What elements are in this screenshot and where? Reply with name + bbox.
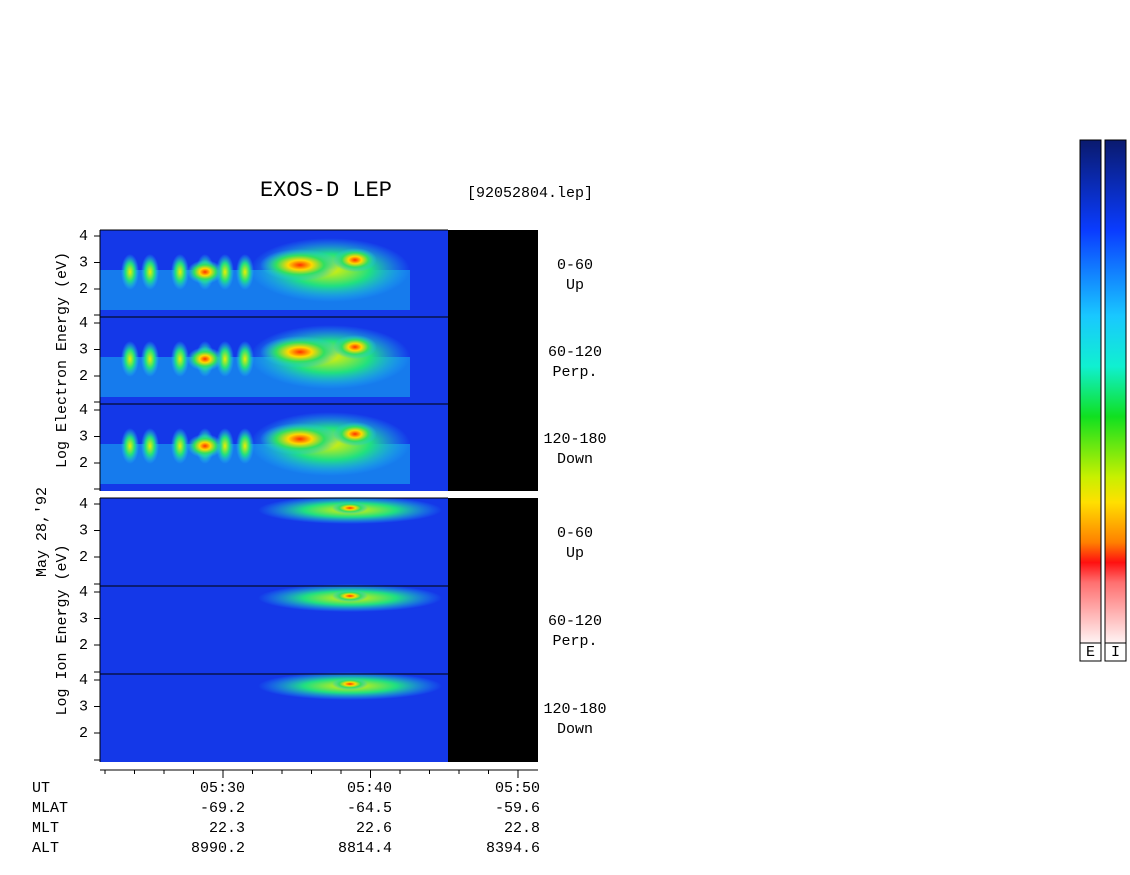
row-label: MLAT [32,800,68,817]
no-data-region [448,586,538,674]
no-data-region [448,674,538,762]
row-label: ALT [32,840,59,857]
pitch-direction: Up [566,545,584,562]
burst [141,428,159,464]
row-value: 05:30 [200,780,245,797]
y-tick-label: 3 [79,698,88,715]
no-data-region [448,230,538,317]
pitch-direction: Perp. [552,633,597,650]
main-event [260,423,340,455]
burst [141,341,159,377]
no-data-region [448,317,538,404]
row-value: 8814.4 [338,840,392,857]
burst [121,254,139,290]
row-value: -64.5 [347,800,392,817]
burst [187,434,223,458]
y-tick-label: 4 [79,496,88,513]
color-scale [1079,139,1102,644]
burst [187,260,223,284]
file-name: [92052804.lep] [467,185,593,202]
burst [236,428,254,464]
row-value: -69.2 [200,800,245,817]
y-tick-label: 3 [79,610,88,627]
pitch-range: 0-60 [557,257,593,274]
y-tick-label: 3 [79,522,88,539]
label-box [1104,642,1127,662]
main-event [333,335,377,359]
y-tick-label: 2 [79,455,88,472]
pitch-direction: Perp. [552,364,597,381]
main-event [333,248,377,272]
y-tick-label: 4 [79,672,88,689]
colorbar-label: I [1111,644,1120,661]
burst [216,428,234,464]
burst [121,341,139,377]
y-tick-label: 4 [79,228,88,245]
y-tick-label: 4 [79,402,88,419]
y-tick-label: 4 [79,584,88,601]
ion-axis-label: Log Ion Energy (eV) [54,544,71,715]
main-event [260,336,340,368]
y-tick-label: 3 [79,254,88,271]
main-event [260,249,340,281]
ion-band [332,678,368,690]
burst [171,254,189,290]
row-value: 8990.2 [191,840,245,857]
colorbar-label: E [1086,644,1095,661]
burst [171,341,189,377]
ion-band [332,590,368,602]
row-value: -59.6 [495,800,540,817]
y-tick-label: 3 [79,341,88,358]
y-tick-label: 2 [79,549,88,566]
main-event [333,422,377,446]
pitch-direction: Down [557,451,593,468]
pitch-direction: Up [566,277,584,294]
row-value: 22.3 [209,820,245,837]
burst [121,428,139,464]
plots: 4 3 2 0-60 Up 4 3 2 60-120 Perp. 4 3 2 120-180 Down 4 3 2… [79,228,607,762]
row-value: 05:40 [347,780,392,797]
burst [216,254,234,290]
burst [141,254,159,290]
title: EXOS-D LEP [260,178,392,203]
row-value: 22.8 [504,820,540,837]
label-box [1079,642,1102,662]
burst [216,341,234,377]
pitch-range: 120-180 [543,431,606,448]
burst [236,254,254,290]
row-value: 22.6 [356,820,392,837]
pitch-range: 60-120 [548,613,602,630]
row-label: UT [32,780,50,797]
burst [236,341,254,377]
electron-axis-label: Log Electron Energy (eV) [54,252,71,468]
y-tick-label: 2 [79,637,88,654]
pitch-direction: Down [557,721,593,738]
no-data-region [448,404,538,491]
y-tick-label: 4 [79,315,88,332]
color-scale [1104,139,1127,644]
pitch-range: 120-180 [543,701,606,718]
y-tick-label: 2 [79,725,88,742]
row-value: 05:50 [495,780,540,797]
y-tick-label: 3 [79,428,88,445]
time-axis: UT 05:30 05:40 05:50 MLAT -69.2 -64.5 -59.6 MLT 2… [32,769,540,857]
pitch-range: 0-60 [557,525,593,542]
y-tick-label: 2 [79,281,88,298]
burst [171,428,189,464]
row-value: 8394.6 [486,840,540,857]
y-tick-label: 2 [79,368,88,385]
no-data-region [448,498,538,586]
date: May 28,'92 [34,487,51,577]
burst [187,347,223,371]
row-label: MLT [32,820,59,837]
pitch-range: 60-120 [548,344,602,361]
ion-band [332,502,368,514]
